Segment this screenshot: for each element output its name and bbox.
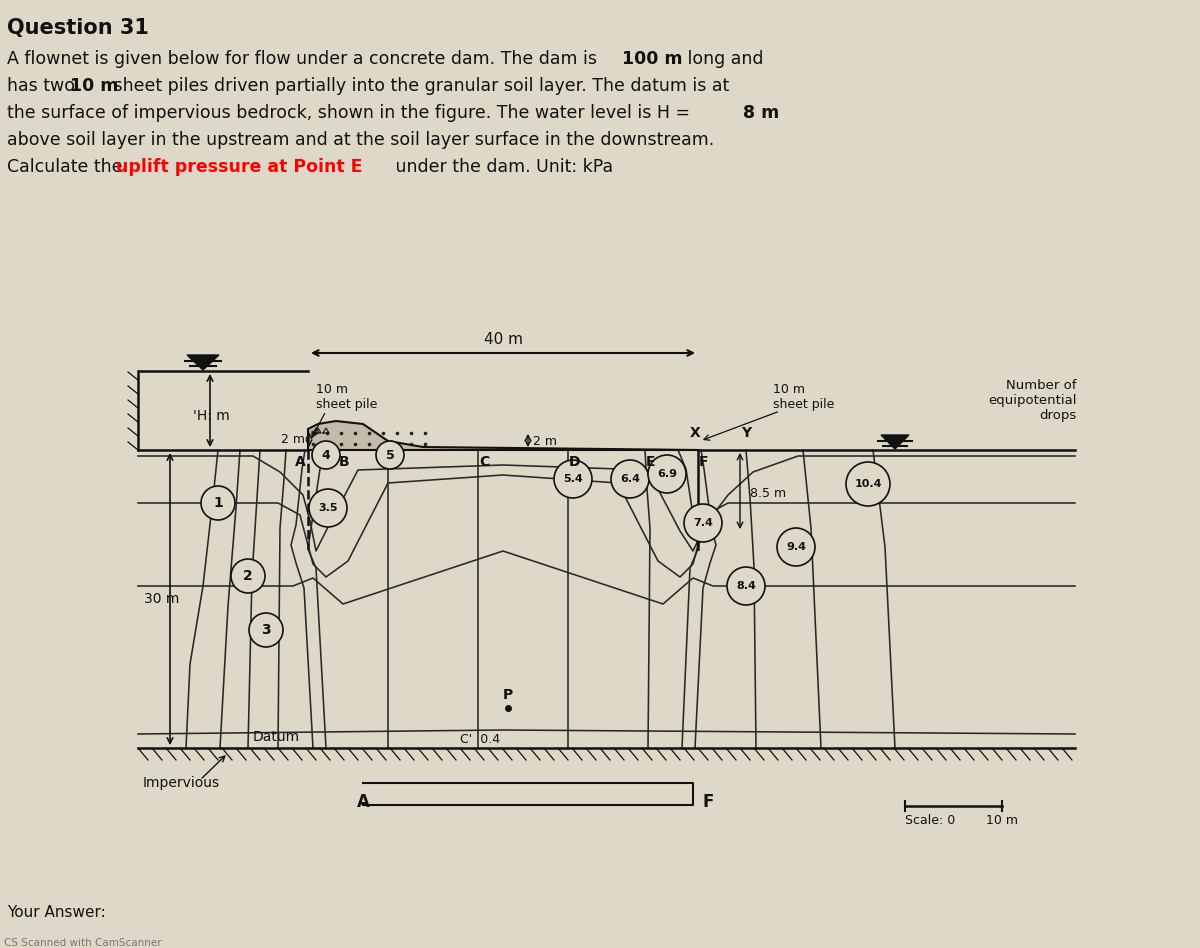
Circle shape: [202, 486, 235, 520]
Text: Datum: Datum: [253, 730, 300, 744]
Text: 40 m: 40 m: [484, 332, 522, 347]
Text: A: A: [356, 793, 370, 811]
Text: 8.5 m: 8.5 m: [750, 486, 786, 500]
Circle shape: [230, 559, 265, 593]
Circle shape: [554, 460, 592, 498]
Text: X: X: [690, 426, 701, 440]
Circle shape: [611, 460, 649, 498]
Text: C'  0.4: C' 0.4: [460, 733, 500, 746]
Text: Question 31: Question 31: [7, 18, 149, 38]
Text: 10.4: 10.4: [854, 479, 882, 489]
Text: F: F: [698, 455, 708, 469]
Text: under the dam. Unit: kPa: under the dam. Unit: kPa: [390, 158, 613, 176]
Polygon shape: [881, 435, 910, 449]
Circle shape: [312, 441, 340, 469]
Text: Scale: 0: Scale: 0: [905, 814, 955, 827]
Text: 10 m: 10 m: [986, 814, 1018, 827]
Text: 1: 1: [214, 496, 223, 510]
Circle shape: [310, 489, 347, 527]
Text: 6.9: 6.9: [658, 469, 677, 479]
Circle shape: [250, 613, 283, 647]
Text: uplift pressure at Point E: uplift pressure at Point E: [116, 158, 362, 176]
Text: 2 m: 2 m: [533, 434, 557, 447]
Text: 8 m: 8 m: [743, 104, 779, 122]
Circle shape: [376, 441, 404, 469]
Text: 2: 2: [244, 569, 253, 583]
Text: 8.4: 8.4: [736, 581, 756, 591]
Text: 30 m: 30 m: [144, 592, 179, 606]
Text: Calculate the: Calculate the: [7, 158, 128, 176]
Text: 7.4: 7.4: [694, 518, 713, 528]
Text: A flownet is given below for flow under a concrete dam. The dam is: A flownet is given below for flow under …: [7, 50, 602, 68]
Text: Number of
equipotential
drops: Number of equipotential drops: [989, 379, 1078, 422]
Text: E: E: [646, 455, 655, 469]
Text: 5.4: 5.4: [563, 474, 583, 484]
Text: Y: Y: [740, 426, 751, 440]
Text: P: P: [503, 688, 514, 702]
Text: long and: long and: [682, 50, 763, 68]
Text: the surface of impervious bedrock, shown in the figure. The water level is H =: the surface of impervious bedrock, shown…: [7, 104, 696, 122]
Text: 5: 5: [385, 448, 395, 462]
Text: sheet piles driven partially into the granular soil layer. The datum is at: sheet piles driven partially into the gr…: [108, 77, 730, 95]
Circle shape: [846, 462, 890, 506]
Text: 100 m: 100 m: [622, 50, 683, 68]
Text: CS Scanned with CamScanner: CS Scanned with CamScanner: [4, 938, 162, 948]
Text: 3.5: 3.5: [318, 503, 337, 513]
Text: 10 m
sheet pile: 10 m sheet pile: [773, 383, 834, 411]
Text: F: F: [702, 793, 714, 811]
Text: A: A: [295, 455, 306, 469]
Text: D: D: [569, 455, 581, 469]
Text: 10 m
sheet pile: 10 m sheet pile: [316, 383, 377, 411]
Text: 'H: m: 'H: m: [193, 409, 229, 423]
Circle shape: [684, 504, 722, 542]
Circle shape: [727, 567, 766, 605]
Text: Your Answer:: Your Answer:: [7, 905, 106, 920]
Text: Impervious: Impervious: [143, 776, 220, 790]
Text: 4: 4: [322, 448, 330, 462]
Text: 9.4: 9.4: [786, 542, 806, 552]
Circle shape: [648, 455, 686, 493]
Text: 3: 3: [262, 623, 271, 637]
Text: C: C: [479, 455, 490, 469]
Text: 2 m: 2 m: [281, 432, 305, 446]
Text: 6.4: 6.4: [620, 474, 640, 484]
PathPatch shape: [308, 421, 698, 450]
Polygon shape: [187, 355, 220, 370]
Text: above soil layer in the upstream and at the soil layer surface in the downstream: above soil layer in the upstream and at …: [7, 131, 714, 149]
Text: B: B: [340, 455, 349, 469]
Text: has two: has two: [7, 77, 80, 95]
Text: 10 m: 10 m: [70, 77, 119, 95]
Circle shape: [778, 528, 815, 566]
